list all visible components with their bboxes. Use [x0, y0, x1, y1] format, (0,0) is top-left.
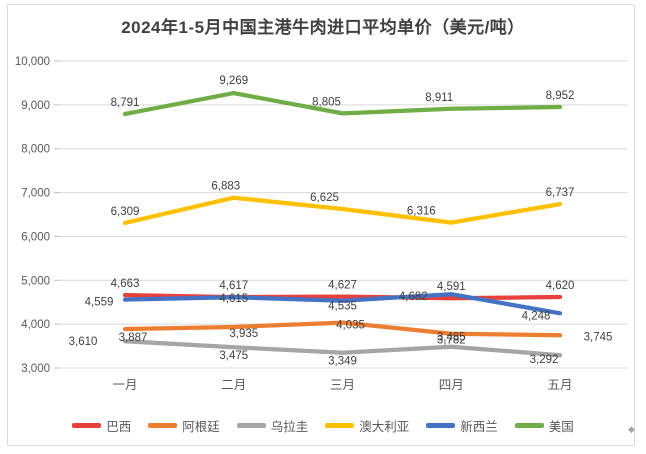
data-label-argentina-3: 4,035 — [336, 320, 365, 332]
data-label-new-zealand-2: 4,615 — [219, 293, 248, 305]
legend-swatch-argentina — [148, 423, 178, 428]
legend-swatch-usa — [514, 423, 544, 428]
data-label-argentina-5: 3,745 — [584, 331, 613, 343]
chart-frame — [7, 4, 635, 446]
x-tick-label: 四月 — [439, 378, 464, 392]
data-label-brazil-3: 4,627 — [328, 280, 357, 292]
series-line-uruguay — [122, 339, 563, 358]
data-label-uruguay-3: 3,349 — [328, 356, 357, 368]
data-label-usa-4: 8,911 — [425, 92, 453, 104]
x-tick-label: 五月 — [547, 378, 572, 392]
data-label-usa-3: 8,805 — [312, 96, 341, 108]
y-tick-label: 8,000 — [21, 144, 50, 156]
x-tick-label: 二月 — [221, 378, 246, 392]
y-tick-label: 4,000 — [21, 319, 50, 331]
data-label-usa-5: 8,952 — [546, 90, 575, 102]
data-label-australia-4: 6,316 — [407, 206, 436, 218]
series-line-australia — [122, 195, 563, 226]
legend-swatch-australia — [325, 423, 355, 428]
legend-item-argentina: 阿根廷 — [148, 416, 220, 435]
data-label-brazil-2: 4,617 — [219, 280, 248, 292]
series-line-usa — [122, 90, 563, 117]
data-label-brazil-5: 4,620 — [546, 280, 575, 292]
legend-swatch-brazil — [72, 423, 102, 428]
series-line-new-zealand — [122, 292, 563, 316]
data-label-argentina-4: 3,782 — [437, 335, 466, 347]
legend-label-new-zealand: 新西兰 — [460, 420, 498, 434]
legend-swatch-new-zealand — [426, 423, 456, 428]
legend-item-usa: 美国 — [514, 416, 574, 435]
legend-item-australia: 澳大利亚 — [325, 416, 409, 435]
data-label-brazil-4: 4,591 — [437, 281, 466, 293]
y-tick-label: 10,000 — [15, 56, 50, 68]
data-label-uruguay-4: 3,485 — [437, 332, 466, 344]
y-tick-label: 3,000 — [21, 363, 50, 375]
cursor-mark: ◆ — [628, 424, 635, 434]
data-label-australia-2: 6,883 — [211, 181, 240, 193]
chart-legend: 巴西 阿根廷 乌拉圭 澳大利亚 新西兰 美国 — [0, 416, 646, 435]
data-label-argentina-1: 3,887 — [119, 332, 148, 344]
legend-label-uruguay: 乌拉圭 — [270, 420, 309, 434]
data-label-usa-1: 8,791 — [111, 97, 140, 109]
series-line-argentina — [122, 320, 563, 338]
data-label-australia-3: 6,625 — [310, 192, 339, 204]
data-label-uruguay-2: 3,475 — [219, 350, 248, 362]
data-label-brazil-1: 4,663 — [111, 278, 140, 290]
x-tick-label: 三月 — [330, 378, 355, 392]
legend-label-australia: 澳大利亚 — [359, 420, 410, 434]
y-tick-label: 6,000 — [21, 231, 50, 243]
data-label-argentina-2: 3,935 — [229, 328, 258, 340]
legend-label-usa: 美国 — [548, 420, 574, 434]
chart-title: 2024年1-5月中国主港牛肉进口平均单价（美元/吨） — [121, 18, 525, 37]
legend-item-uruguay: 乌拉圭 — [236, 416, 309, 435]
legend-item-brazil: 巴西 — [72, 416, 131, 435]
legend-item-new-zealand: 新西兰 — [426, 416, 498, 435]
data-label-new-zealand-4: 4,682 — [399, 291, 428, 303]
y-tick-label: 7,000 — [21, 188, 50, 200]
data-label-uruguay-1: 3,610 — [69, 336, 98, 348]
x-tick-label: 一月 — [112, 378, 137, 392]
data-label-new-zealand-3: 4,535 — [328, 301, 357, 313]
legend-swatch-uruguay — [236, 423, 266, 428]
data-label-new-zealand-5: 4,248 — [522, 310, 551, 322]
legend-label-brazil: 巴西 — [106, 420, 132, 434]
data-label-australia-1: 6,309 — [111, 206, 140, 218]
legend-label-argentina: 阿根廷 — [182, 420, 220, 434]
y-tick-label: 9,000 — [21, 100, 50, 112]
data-label-australia-5: 6,737 — [546, 187, 575, 199]
y-tick-label: 5,000 — [21, 275, 50, 287]
data-label-uruguay-5: 3,292 — [530, 354, 559, 366]
data-label-usa-2: 9,269 — [219, 75, 248, 87]
data-label-new-zealand-1: 4,559 — [85, 297, 114, 309]
